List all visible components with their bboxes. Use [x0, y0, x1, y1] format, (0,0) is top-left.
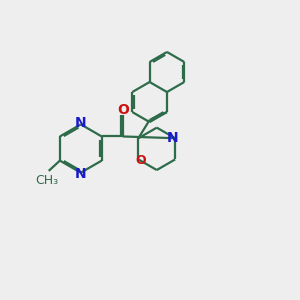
Text: O: O: [136, 154, 146, 166]
Text: O: O: [117, 103, 129, 117]
Text: N: N: [75, 116, 87, 130]
Text: N: N: [167, 130, 178, 145]
Text: N: N: [75, 167, 87, 181]
Text: CH₃: CH₃: [36, 174, 59, 188]
